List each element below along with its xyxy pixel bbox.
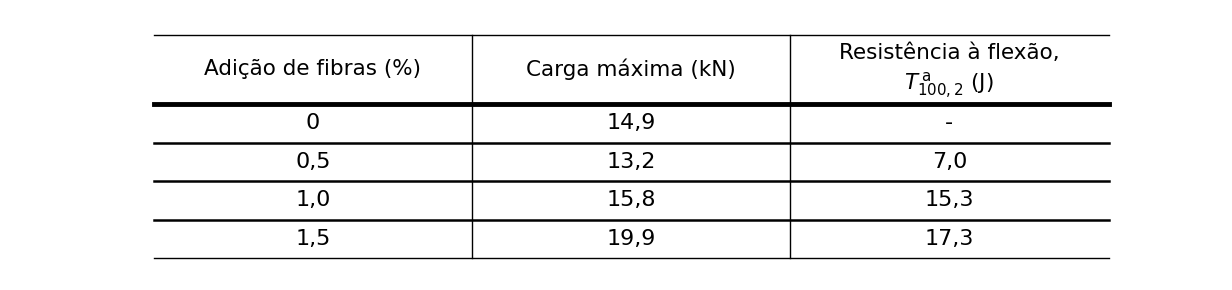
Text: 1,0: 1,0 bbox=[296, 190, 330, 210]
Text: 15,3: 15,3 bbox=[924, 190, 975, 210]
Text: 0: 0 bbox=[306, 113, 320, 133]
Text: 14,9: 14,9 bbox=[606, 113, 655, 133]
Text: 7,0: 7,0 bbox=[931, 152, 967, 172]
Text: Adição de fibras (%): Adição de fibras (%) bbox=[205, 59, 421, 79]
Text: 1,5: 1,5 bbox=[296, 229, 330, 249]
Text: 0,5: 0,5 bbox=[296, 152, 330, 172]
Text: Carga máxima (kN): Carga máxima (kN) bbox=[526, 59, 736, 80]
Text: Resistência à flexão,: Resistência à flexão, bbox=[839, 43, 1060, 63]
Text: 19,9: 19,9 bbox=[606, 229, 655, 249]
Text: $T_{100,2}^{\,\mathrm{a}}$ (J): $T_{100,2}^{\,\mathrm{a}}$ (J) bbox=[904, 71, 994, 102]
Text: 15,8: 15,8 bbox=[606, 190, 655, 210]
Text: 17,3: 17,3 bbox=[925, 229, 975, 249]
Text: 13,2: 13,2 bbox=[606, 152, 655, 172]
Text: -: - bbox=[945, 113, 954, 133]
